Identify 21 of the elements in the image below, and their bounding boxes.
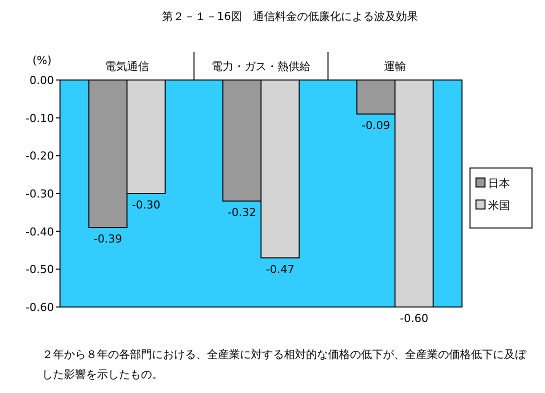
text: ２年から８年の各部門における、全産業に対する相対的な価格の低下が、全産業の価格低下に及ぼした影響を示したもの。 [42, 348, 527, 381]
data-label: -0.32 [228, 206, 256, 220]
data-label: -0.30 [132, 198, 160, 212]
data-label: -0.39 [94, 232, 122, 246]
data-label: -0.47 [266, 262, 294, 276]
legend-label: 日本 [488, 177, 510, 190]
y-tick-label: -0.10 [26, 112, 54, 125]
y-tick-label: -0.20 [26, 150, 54, 163]
x-tick-label: 電力・ガス・熱供給 [212, 60, 310, 73]
x-tick-label: 運輸 [384, 60, 406, 73]
y-tick-label: -0.30 [26, 188, 54, 200]
legend-label: 米国 [488, 199, 510, 212]
y-tick-label: 0.00 [30, 74, 54, 87]
y-tick-label: -0.50 [26, 263, 54, 276]
y-tick-label: -0.40 [26, 225, 54, 238]
y-axis-title: (%) [32, 54, 52, 67]
y-tick-label: -0.60 [26, 301, 54, 314]
x-tick-label: 電気通信 [105, 60, 149, 73]
chart-title: 第２－１－16図 通信料金の低廉化による波及効果 [162, 10, 418, 23]
data-label: -0.60 [400, 312, 428, 325]
data-label: -0.09 [362, 119, 390, 132]
